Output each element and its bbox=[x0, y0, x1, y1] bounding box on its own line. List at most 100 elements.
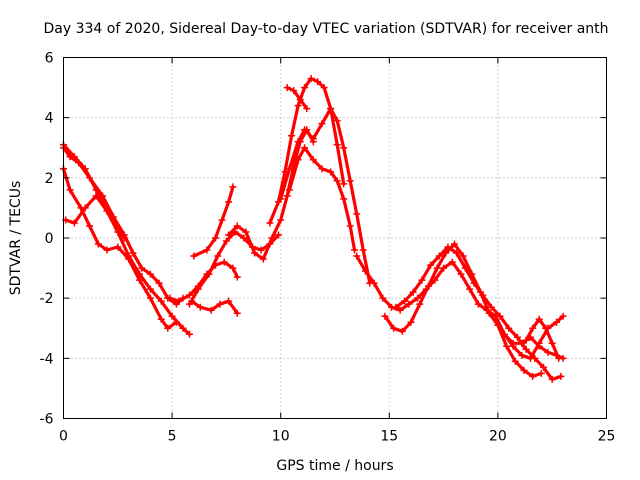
series-track-16 bbox=[392, 243, 565, 383]
data-point-marker bbox=[146, 294, 154, 302]
data-point-marker bbox=[496, 312, 504, 320]
data-point-marker bbox=[301, 126, 309, 134]
data-point-marker bbox=[207, 306, 215, 314]
data-point-marker bbox=[318, 120, 326, 128]
data-point-marker bbox=[537, 369, 545, 377]
series-track-4 bbox=[62, 192, 128, 242]
data-point-marker bbox=[155, 279, 163, 287]
data-point-marker bbox=[185, 330, 193, 338]
data-point-marker bbox=[487, 303, 495, 311]
data-point-marker bbox=[474, 300, 482, 308]
data-point-marker bbox=[75, 159, 83, 167]
series-track-2 bbox=[60, 165, 180, 332]
data-point-marker bbox=[266, 219, 274, 227]
data-point-marker bbox=[327, 105, 335, 113]
plot-frame bbox=[63, 57, 607, 419]
series-line bbox=[192, 185, 235, 258]
data-point-marker bbox=[86, 174, 94, 182]
y-tick-label: -6 bbox=[40, 412, 54, 428]
data-point-marker bbox=[205, 270, 213, 278]
data-point-marker bbox=[301, 144, 309, 152]
data-point-marker bbox=[359, 246, 367, 254]
data-point-marker bbox=[396, 306, 404, 314]
data-point-marker bbox=[390, 324, 398, 332]
x-tick-label: 15 bbox=[380, 429, 398, 445]
data-point-marker bbox=[333, 117, 341, 125]
data-point-marker bbox=[479, 291, 487, 299]
data-point-marker bbox=[414, 294, 422, 302]
series-line bbox=[227, 128, 315, 261]
series-line bbox=[287, 146, 357, 252]
data-point-marker bbox=[288, 132, 296, 140]
series-line bbox=[268, 76, 346, 225]
series-line bbox=[190, 299, 239, 315]
data-series bbox=[60, 75, 567, 383]
series-line bbox=[394, 245, 563, 381]
data-point-marker bbox=[157, 315, 165, 323]
data-point-marker bbox=[370, 279, 378, 287]
data-point-marker bbox=[553, 318, 561, 326]
data-point-marker bbox=[146, 270, 154, 278]
data-point-marker bbox=[168, 312, 176, 320]
data-point-marker bbox=[225, 231, 233, 239]
x-tick-label: 25 bbox=[598, 429, 616, 445]
data-point-marker bbox=[81, 204, 89, 212]
data-point-marker bbox=[461, 264, 469, 272]
data-point-marker bbox=[294, 102, 302, 110]
data-point-marker bbox=[196, 303, 204, 311]
data-point-marker bbox=[427, 261, 435, 269]
series-track-13 bbox=[283, 84, 311, 113]
data-point-marker bbox=[353, 252, 361, 260]
data-point-marker bbox=[433, 264, 441, 272]
data-point-marker bbox=[86, 222, 94, 230]
y-tick-label: -4 bbox=[40, 351, 54, 367]
data-point-marker bbox=[138, 264, 146, 272]
data-point-marker bbox=[164, 324, 172, 332]
y-axis-label: SDTVAR / TECUs bbox=[8, 181, 24, 296]
data-point-marker bbox=[70, 219, 78, 227]
data-point-marker bbox=[218, 216, 226, 224]
data-point-marker bbox=[522, 336, 530, 344]
series-track-18 bbox=[522, 315, 563, 362]
data-point-marker bbox=[146, 285, 154, 293]
data-point-marker bbox=[340, 180, 348, 188]
data-point-marker bbox=[555, 354, 563, 362]
data-point-marker bbox=[401, 297, 409, 305]
data-point-marker bbox=[505, 324, 513, 332]
data-point-marker bbox=[229, 264, 237, 272]
data-point-marker bbox=[301, 84, 309, 92]
data-point-marker bbox=[309, 156, 317, 164]
data-point-marker bbox=[114, 243, 122, 251]
data-point-marker bbox=[225, 297, 233, 305]
data-point-marker bbox=[450, 240, 458, 248]
series-line bbox=[61, 167, 178, 330]
data-point-marker bbox=[351, 246, 359, 254]
data-point-marker bbox=[398, 327, 406, 335]
data-point-marker bbox=[500, 330, 508, 338]
data-point-marker bbox=[407, 318, 415, 326]
data-point-marker bbox=[509, 342, 517, 350]
data-point-marker bbox=[503, 342, 511, 350]
data-point-marker bbox=[175, 297, 183, 305]
data-point-marker bbox=[424, 282, 432, 290]
data-point-marker bbox=[283, 84, 291, 92]
chart-title: Day 334 of 2020, Sidereal Day-to-day VTE… bbox=[43, 21, 608, 37]
data-point-marker bbox=[92, 192, 100, 200]
x-tick-label: 0 bbox=[59, 429, 68, 445]
data-point-marker bbox=[268, 234, 276, 242]
series-line bbox=[61, 146, 185, 306]
data-point-marker bbox=[166, 294, 174, 302]
data-point-marker bbox=[309, 135, 317, 143]
series-line bbox=[524, 317, 561, 360]
data-point-marker bbox=[103, 207, 111, 215]
series-line bbox=[285, 85, 309, 111]
data-point-marker bbox=[285, 186, 293, 194]
data-point-marker bbox=[340, 195, 348, 203]
y-tick-label: 6 bbox=[45, 51, 54, 67]
series-track-9 bbox=[225, 126, 317, 263]
data-point-marker bbox=[526, 354, 534, 362]
data-point-marker bbox=[233, 222, 241, 230]
data-point-marker bbox=[259, 255, 267, 263]
data-point-marker bbox=[346, 222, 354, 230]
